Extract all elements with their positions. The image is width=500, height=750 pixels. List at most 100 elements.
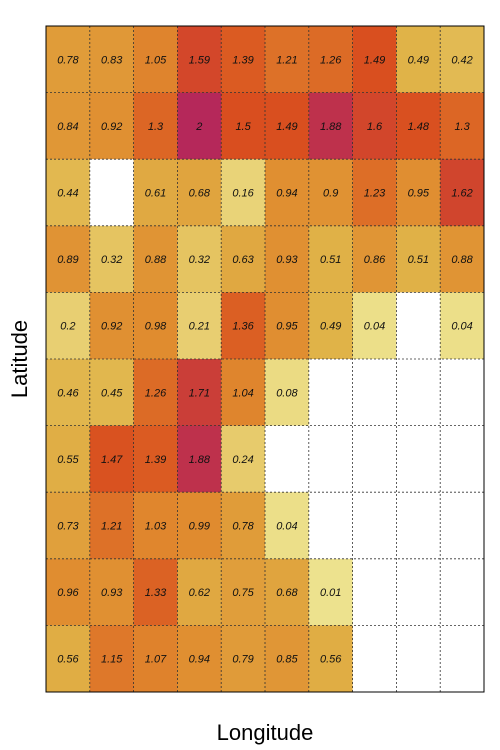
cell-value-label: 0.88 <box>145 254 167 266</box>
heatmap-cell <box>308 26 354 94</box>
heatmap-cell <box>265 492 310 560</box>
cell-value-label: 0.56 <box>320 654 342 666</box>
heatmap-cells <box>46 26 485 693</box>
cell-value-label: 0.44 <box>57 188 78 200</box>
heatmap-cell <box>352 558 397 626</box>
heatmap-cell <box>89 625 135 693</box>
cell-value-label: 1.21 <box>276 54 297 66</box>
heatmap-cell <box>396 292 441 360</box>
cell-value-label: 1.62 <box>451 188 472 200</box>
heatmap-cell <box>133 26 178 94</box>
heatmap-cell <box>265 26 310 94</box>
cell-value-label: 0.63 <box>232 254 254 266</box>
heatmap-grid <box>46 26 484 692</box>
heatmap-cell <box>440 425 485 493</box>
heatmap-cell <box>177 225 222 293</box>
heatmap-cell <box>89 92 135 160</box>
cell-value-label: 1.49 <box>276 121 297 133</box>
heatmap-cell <box>440 558 485 626</box>
cell-value-label: 1.39 <box>145 454 166 466</box>
heatmap-cell <box>221 625 266 693</box>
cell-value-label: 0.95 <box>276 321 298 333</box>
cell-value-label: 0.04 <box>276 521 297 533</box>
cell-value-label: 0.04 <box>364 321 385 333</box>
cell-value-label: 0.68 <box>189 188 211 200</box>
heatmap-cell <box>177 292 222 360</box>
cell-value-label: 1.48 <box>408 121 430 133</box>
cell-value-label: 0.2 <box>60 321 75 333</box>
cell-value-label: 1.05 <box>145 54 167 66</box>
cell-value-label: 0.51 <box>320 254 341 266</box>
heatmap-cell <box>177 425 222 493</box>
cell-value-label: 0.88 <box>451 254 473 266</box>
heatmap-cell <box>46 625 91 693</box>
cell-value-label: 1.15 <box>101 654 123 666</box>
heatmap-cell <box>308 159 354 227</box>
cell-value-label: 1.36 <box>232 321 254 333</box>
heatmap-cell <box>308 92 354 160</box>
heatmap-cell <box>221 558 266 626</box>
cell-value-label: 1.26 <box>320 54 342 66</box>
cell-value-label: 1.49 <box>364 54 385 66</box>
y-axis-title: Latitude <box>7 320 32 398</box>
cell-value-label: 0.32 <box>101 254 122 266</box>
heatmap-cell <box>89 225 135 293</box>
heatmap-cell <box>440 92 485 160</box>
cell-value-label: 1.21 <box>101 521 122 533</box>
cell-value-label: 0.92 <box>101 321 122 333</box>
heatmap-cell <box>396 492 441 560</box>
heatmap-cell <box>177 625 222 693</box>
cell-value-label: 1.33 <box>145 587 167 599</box>
heatmap-cell <box>133 292 178 360</box>
heatmap-cell <box>352 225 397 293</box>
heatmap-cell <box>265 225 310 293</box>
heatmap-cell <box>308 292 354 360</box>
cell-value-label: 0.75 <box>232 587 254 599</box>
cell-value-label: 1.07 <box>145 654 167 666</box>
cell-value-labels: 0.78 0.83 1.05 1.59 1.39 1.21 1.26 1.49 0.49 0.42… <box>57 54 473 665</box>
heatmap-cell <box>352 625 397 693</box>
cell-value-label: 1.59 <box>189 54 210 66</box>
cell-value-label: 0.61 <box>145 188 166 200</box>
cell-value-label: 0.55 <box>57 454 79 466</box>
cell-value-label: 0.45 <box>101 387 123 399</box>
heatmap-cell <box>221 159 266 227</box>
heatmap-cell <box>396 558 441 626</box>
heatmap-cell <box>133 159 178 227</box>
cell-value-label: 0.73 <box>57 521 79 533</box>
heatmap-cell <box>177 92 222 160</box>
heatmap-cell <box>308 225 354 293</box>
heatmap-cell <box>46 492 91 560</box>
heatmap-cell <box>221 425 266 493</box>
cell-value-label: 0.01 <box>320 587 341 599</box>
heatmap-cell <box>46 359 91 427</box>
cell-value-label: 0.95 <box>408 188 430 200</box>
heatmap-cell <box>46 92 91 160</box>
cell-value-label: 0.32 <box>189 254 210 266</box>
cell-value-label: 1.3 <box>148 121 164 133</box>
heatmap-cell <box>177 26 222 94</box>
heatmap-cell <box>133 92 178 160</box>
heatmap-cell <box>89 558 135 626</box>
cell-value-label: 1.5 <box>235 121 251 133</box>
cell-value-label: 0.68 <box>276 587 298 599</box>
heatmap-cell <box>352 92 397 160</box>
heatmap-cell <box>396 225 441 293</box>
heatmap-cell <box>221 225 266 293</box>
heatmap-cell <box>440 492 485 560</box>
heatmap-cell <box>46 225 91 293</box>
cell-value-label: 0.78 <box>232 521 254 533</box>
plot-frame <box>45 25 485 693</box>
heatmap-cell <box>221 492 266 560</box>
heatmap-cell <box>352 159 397 227</box>
heatmap-cell <box>440 625 485 693</box>
heatmap-cell <box>396 359 441 427</box>
heatmap-cell <box>308 492 354 560</box>
heatmap-cell <box>352 292 397 360</box>
heatmap-cell <box>89 359 135 427</box>
heatmap-cell <box>396 425 441 493</box>
cell-value-label: 0.89 <box>57 254 78 266</box>
heatmap-cell <box>177 558 222 626</box>
heatmap-cell <box>440 26 485 94</box>
